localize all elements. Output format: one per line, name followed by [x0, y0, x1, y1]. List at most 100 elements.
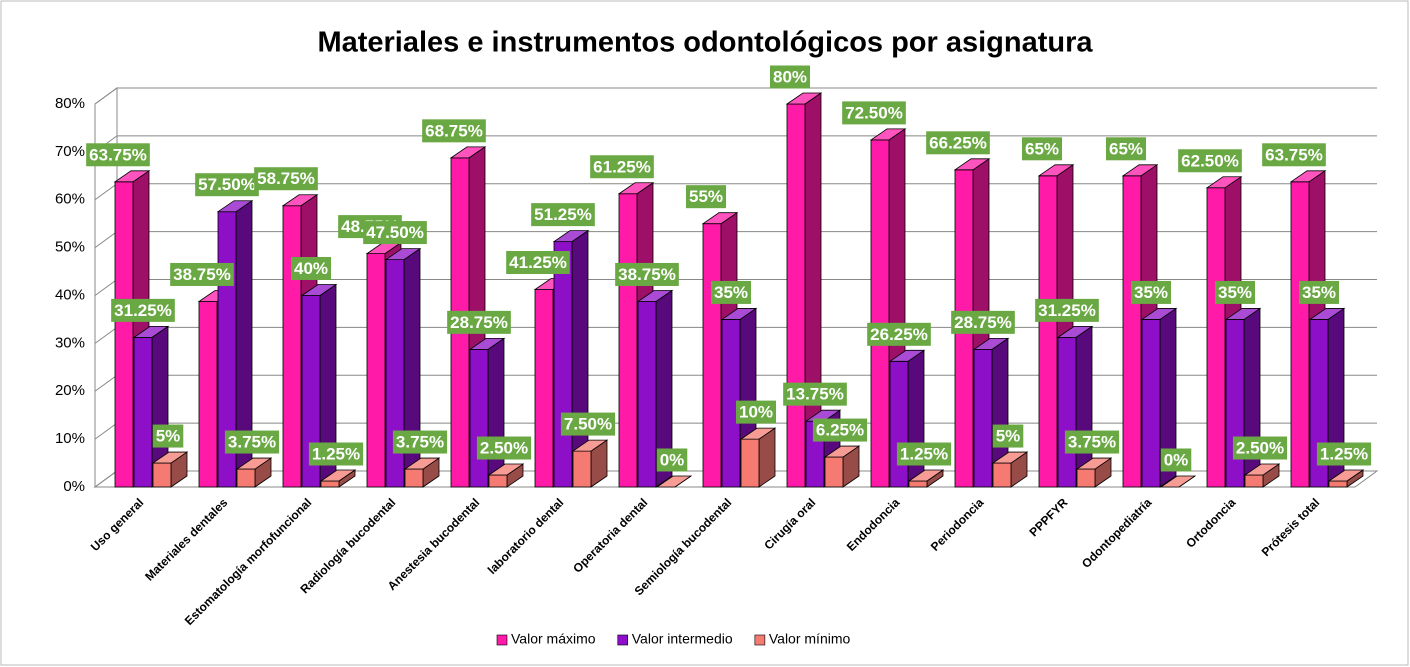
bar-top	[1075, 457, 1113, 470]
data-label-text: 63.75%	[1265, 145, 1323, 164]
bar-top	[1140, 308, 1178, 320]
data-label: 13.75%	[783, 382, 847, 406]
data-label: 7.50%	[560, 412, 616, 436]
data-label-text: 66.25%	[929, 133, 987, 152]
data-label-bg	[1130, 280, 1172, 304]
data-label: 28.75%	[951, 310, 1015, 334]
bar-top	[907, 469, 945, 482]
data-label-bg	[1232, 436, 1288, 460]
bar-front	[553, 241, 573, 488]
bar-front	[1122, 175, 1142, 488]
legend-label: Valor intermedio	[632, 631, 733, 647]
bar	[823, 445, 861, 488]
data-label-text: 3.75%	[1068, 433, 1116, 452]
bar-front	[908, 480, 928, 488]
data-label-text: 35%	[1302, 283, 1336, 302]
data-label-bg	[1021, 137, 1063, 161]
data-label-bg	[590, 155, 654, 179]
y-tick-label: 20%	[55, 382, 85, 399]
data-label: 28.75%	[447, 310, 511, 334]
bar-front	[1038, 175, 1058, 488]
legend-swatch	[754, 634, 766, 646]
data-label-bg	[560, 412, 616, 436]
bar	[384, 247, 422, 488]
data-label-text: 5%	[156, 427, 181, 446]
data-label: 66.25%	[926, 131, 990, 155]
bar-front	[1244, 474, 1264, 488]
data-label-text: 38.75%	[618, 265, 676, 284]
data-label-bg	[195, 173, 259, 197]
data-label: 35%	[710, 280, 752, 304]
bar	[1327, 469, 1365, 488]
data-label-bg	[1178, 149, 1242, 173]
bar-front	[152, 462, 172, 488]
y-tick-label: 80%	[55, 95, 85, 112]
bar-front	[973, 348, 993, 488]
bar-front	[740, 438, 760, 488]
bar-top	[151, 451, 189, 464]
bar-top	[235, 457, 273, 470]
data-label-text: 35%	[1218, 283, 1252, 302]
data-label-bg	[363, 221, 427, 245]
bar-top	[1224, 308, 1262, 320]
data-label-bg	[290, 256, 332, 280]
data-label-text: 62.50%	[1181, 151, 1239, 170]
bar-top	[319, 469, 357, 482]
bar-front	[366, 253, 386, 488]
data-label: 51.25%	[531, 203, 595, 227]
bar-front	[1206, 187, 1226, 488]
bar	[1075, 457, 1113, 488]
y-tick-label: 30%	[55, 334, 85, 351]
data-label-text: 65%	[1109, 139, 1143, 158]
data-label: 63.75%	[86, 143, 150, 167]
data-label-text: 80%	[773, 67, 807, 86]
bar-top	[216, 200, 254, 213]
bar-top	[1056, 325, 1094, 338]
data-label: 5%	[992, 424, 1024, 448]
bar-top	[571, 439, 609, 452]
bar-front	[824, 456, 844, 488]
bar-top	[617, 182, 655, 195]
data-label-bg	[842, 101, 906, 125]
legend-label: Valor máximo	[511, 631, 596, 647]
data-label-bg	[506, 251, 570, 274]
bar-top	[739, 427, 777, 440]
data-label-text: 3.75%	[396, 433, 444, 452]
bar	[655, 475, 693, 488]
bar-top	[113, 170, 151, 183]
data-label: 26.25%	[867, 322, 931, 346]
bar-side	[487, 337, 505, 488]
data-label-bg	[392, 430, 448, 454]
data-label-bg	[735, 400, 777, 424]
data-label-bg	[992, 424, 1024, 448]
bar-front	[114, 181, 134, 488]
bar-top	[487, 463, 525, 476]
data-label: 2.50%	[476, 436, 532, 460]
bar-front	[618, 193, 638, 488]
data-label: 6.25%	[812, 418, 868, 442]
data-label-text: 31.25%	[114, 301, 172, 320]
bar-top	[888, 349, 926, 362]
bar-front	[488, 474, 508, 488]
chart-title: Materiales e instrumentos odontológicos …	[317, 27, 1093, 59]
data-label-text: 1.25%	[900, 445, 948, 464]
bar	[739, 427, 777, 488]
bar-top	[1308, 308, 1346, 320]
bar-top	[869, 128, 907, 141]
bar	[1224, 307, 1262, 488]
bar-front	[133, 336, 153, 488]
bar-top	[1205, 176, 1243, 189]
data-label-bg	[476, 436, 532, 460]
legend-swatch	[617, 634, 629, 646]
data-label-text: 26.25%	[870, 325, 928, 344]
bar	[1243, 463, 1281, 488]
data-label-text: 57.50%	[198, 175, 256, 194]
data-label-bg	[896, 442, 952, 466]
data-label-bg	[926, 131, 990, 155]
data-label: 5%	[152, 424, 184, 448]
data-label: 55%	[685, 185, 727, 209]
data-label: 80%	[769, 65, 811, 89]
data-label-text: 13.75%	[786, 385, 844, 404]
grid-line	[94, 87, 1377, 105]
data-label-text: 3.75%	[228, 433, 276, 452]
